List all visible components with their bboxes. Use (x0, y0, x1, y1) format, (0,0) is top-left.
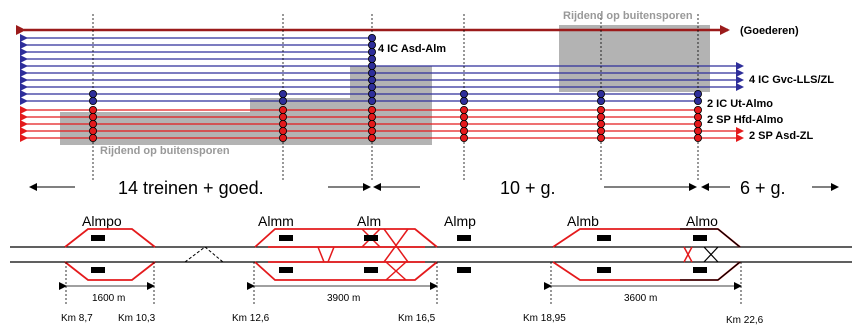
stop-dot (89, 106, 98, 115)
station-almpo: Almpo (82, 213, 122, 229)
stop-dot (278, 127, 287, 136)
station-almm: Almm (258, 213, 294, 229)
stop-dot (367, 41, 376, 50)
stop-dot (89, 120, 98, 129)
segment2-count: 10 + g. (500, 178, 556, 198)
label-goederen: (Goederen) (740, 25, 799, 37)
shaded-region-bottom-left (60, 66, 432, 145)
stop-dot (89, 133, 98, 142)
stop-dot (694, 90, 703, 99)
stop-dot (694, 113, 703, 122)
stop-dot (367, 55, 376, 64)
stop-dot (597, 133, 606, 142)
track-layout (10, 228, 852, 281)
stop-dot (367, 83, 376, 92)
km-10-3: Km 10,3 (118, 313, 156, 324)
stop-dot (367, 90, 376, 99)
km-12-6: Km 12,6 (232, 313, 270, 324)
stop-dot (367, 97, 376, 106)
stop-dot (367, 69, 376, 78)
km-16-5: Km 16,5 (398, 313, 436, 324)
stop-dot (694, 127, 703, 136)
km-22-6: Km 22,6 (726, 315, 764, 325)
stop-dot (694, 120, 703, 129)
stop-dot (89, 97, 98, 106)
stop-dot (367, 106, 376, 115)
stop-dot (278, 90, 287, 99)
stop-dot (459, 90, 468, 99)
stop-dot (89, 90, 98, 99)
stop-dots (89, 34, 703, 142)
stop-dot (367, 48, 376, 57)
stop-dot (459, 133, 468, 142)
stop-dot (367, 120, 376, 129)
red-train-lines (20, 106, 744, 142)
stop-dot (459, 120, 468, 129)
stop-dot (367, 133, 376, 142)
distance-markers (59, 262, 742, 306)
stop-dot (459, 97, 468, 106)
station-almo: Almo (686, 213, 718, 229)
shaded-label-top: Rijdend op buitensporen (563, 10, 693, 22)
distance-1: 1600 m (92, 293, 125, 304)
station-almb: Almb (567, 213, 599, 229)
stop-dot (459, 106, 468, 115)
km-8-7: Km 8,7 (61, 313, 93, 324)
station-almp: Almp (444, 213, 476, 229)
stop-dot (367, 76, 376, 85)
stop-dot (459, 127, 468, 136)
label-ic-asd-alm: 4 IC Asd-Alm (378, 43, 446, 55)
stop-dot (89, 113, 98, 122)
distance-3: 3600 m (624, 293, 657, 304)
shaded-label-bottom: Rijdend op buitensporen (100, 145, 230, 157)
stop-dot (597, 113, 606, 122)
stop-dot (89, 127, 98, 136)
stop-dot (367, 62, 376, 71)
stop-dot (694, 133, 703, 142)
stop-dot (597, 97, 606, 106)
stop-dot (278, 106, 287, 115)
stop-dot (367, 113, 376, 122)
label-ic-ut: 2 IC Ut-Almo (707, 98, 773, 110)
blue-train-lines (20, 34, 744, 105)
segment3-count: 6 + g. (740, 178, 786, 198)
segment1-count: 14 treinen + goed. (118, 178, 264, 198)
stop-dot (278, 97, 287, 106)
stop-dot (597, 120, 606, 129)
stop-dot (459, 113, 468, 122)
stop-dot (278, 133, 287, 142)
stop-dot (278, 120, 287, 129)
stop-dot (278, 113, 287, 122)
shaded-region-top-right (559, 25, 710, 92)
label-sp-asd: 2 SP Asd-ZL (749, 130, 813, 142)
label-ic-gvc: 4 IC Gvc-LLS/ZL (749, 74, 834, 86)
label-sp-hfd: 2 SP Hfd-Almo (707, 114, 783, 126)
km-18-95: Km 18,95 (523, 313, 566, 324)
stop-dot (694, 106, 703, 115)
stop-dot (367, 34, 376, 43)
stop-dot (367, 127, 376, 136)
stop-dot (597, 90, 606, 99)
distance-2: 3900 m (327, 293, 360, 304)
stop-dot (694, 97, 703, 106)
station-alm: Alm (357, 213, 381, 229)
stop-dot (597, 127, 606, 136)
stop-dot (597, 106, 606, 115)
